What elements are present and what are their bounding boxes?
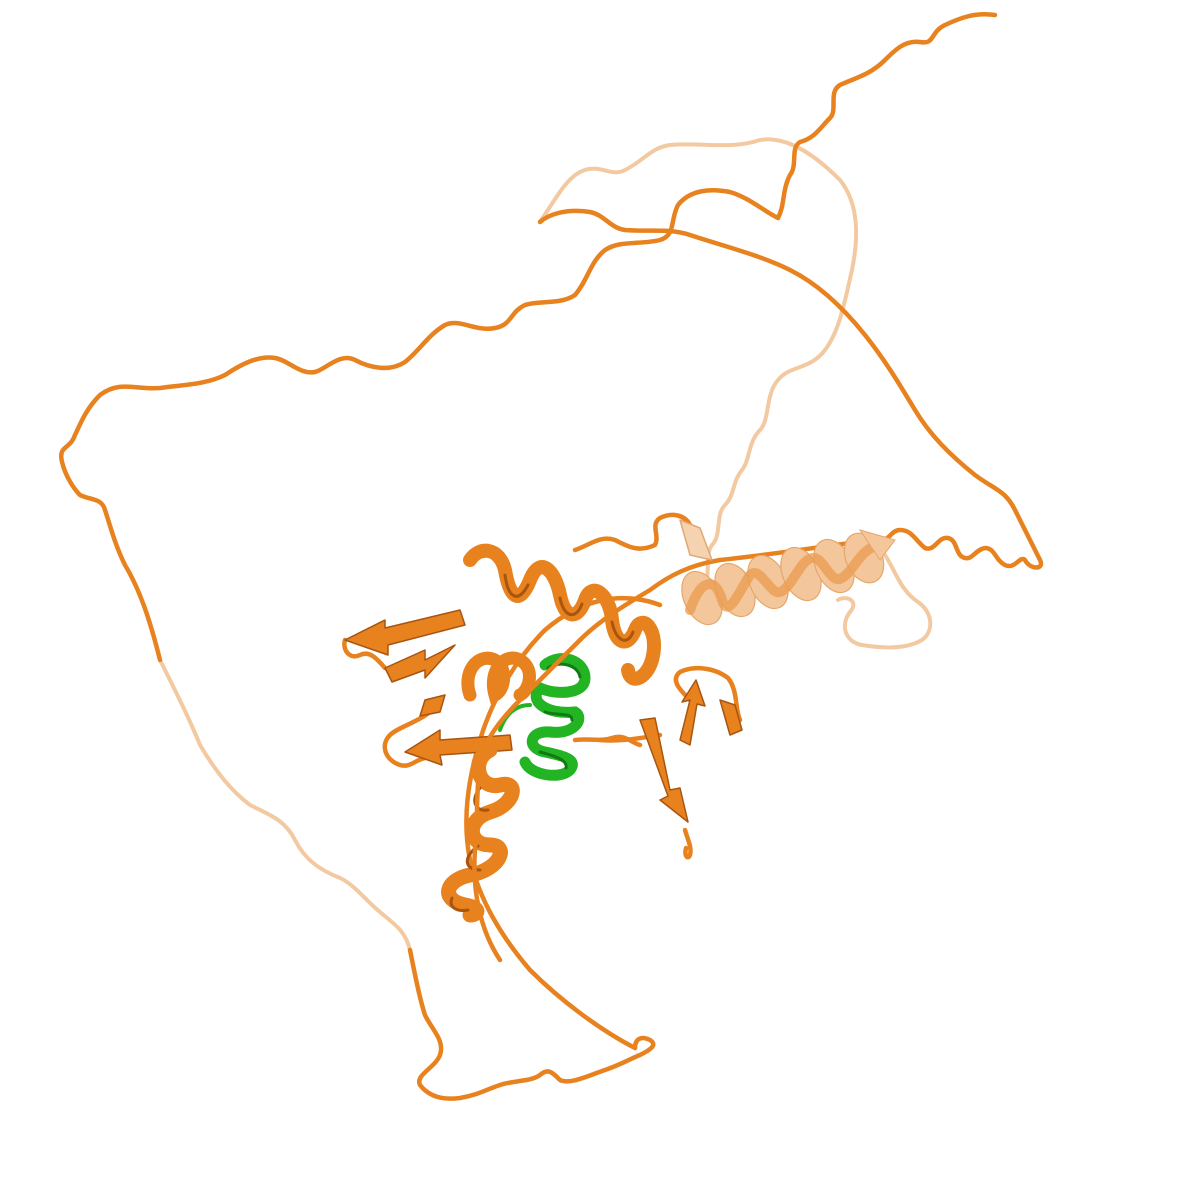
faded-loop-left-lower: [158, 658, 412, 952]
beta-sheet-right: [639, 519, 743, 823]
beta-strand-arrow-6: [679, 679, 706, 746]
beta-strand-arrow-5: [639, 717, 689, 823]
helix-ribbon-upper: [463, 543, 661, 686]
helix-ribbon-upper-shade: [503, 573, 635, 642]
helix-end-faded: [858, 529, 896, 561]
lower-sheet-tail: [682, 827, 693, 860]
upper-right-loop: [537, 208, 1044, 570]
helix-middle: [461, 651, 536, 705]
helix-ribbon-faded: [685, 540, 885, 615]
long-return-loop: [464, 595, 663, 1051]
front-connection: [572, 734, 643, 748]
faded-loop-upper: [538, 137, 859, 592]
helix-ribbon-middle: [461, 651, 536, 705]
foreground-coil: [472, 637, 643, 963]
beta-strand-arrow-7: [719, 699, 743, 736]
beta-strand-faded: [679, 519, 713, 561]
beta-strand-arrow-1: [344, 609, 466, 656]
helix-right-faded: [681, 529, 896, 626]
beta-sheet-left: [344, 609, 513, 766]
beta-strand-arrow-3: [419, 694, 446, 717]
lower-left-loop: [407, 947, 656, 1101]
coil-backbone: [58, 12, 1044, 1101]
background-loops: [158, 137, 933, 952]
beta-strand-arrow-2: [384, 644, 456, 683]
faded-loop-right: [836, 553, 933, 650]
beta-strand-arrow-4: [404, 729, 513, 766]
chain-b-helix-ribbon: [519, 653, 591, 781]
helix-ribbon-lower: [441, 742, 520, 923]
front-crossing-strand: [472, 637, 583, 963]
n-terminal-tail: [58, 12, 998, 663]
helix-upper: [463, 543, 661, 686]
